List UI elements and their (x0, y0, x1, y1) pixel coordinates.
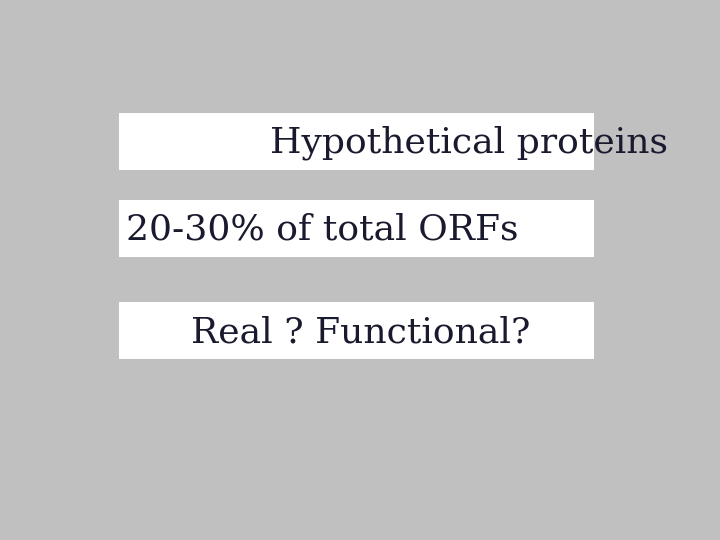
FancyBboxPatch shape (119, 113, 594, 170)
FancyBboxPatch shape (119, 302, 594, 359)
Text: Real ? Functional?: Real ? Functional? (191, 315, 530, 349)
FancyBboxPatch shape (119, 200, 594, 256)
Text: Hypothetical proteins: Hypothetical proteins (270, 126, 668, 160)
Text: 20-30% of total ORFs: 20-30% of total ORFs (126, 213, 518, 246)
